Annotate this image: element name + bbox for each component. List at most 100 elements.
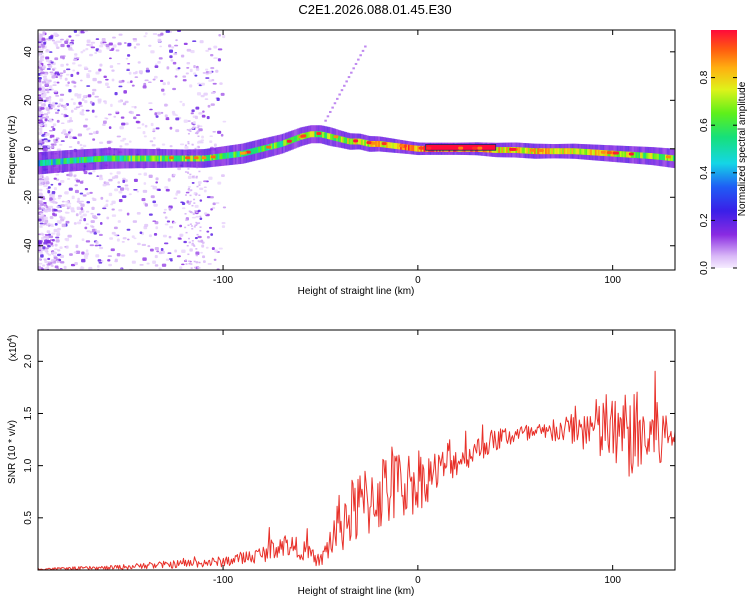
spectrogram-ridge-cell [671, 155, 674, 162]
spectrogram-ridge-cell [74, 157, 78, 164]
spectrogram-noise-speckle [120, 139, 125, 142]
spectrogram-noise-speckle [48, 205, 54, 209]
spectrogram-noise-speckle [58, 220, 62, 224]
spectrogram-noise-speckle [43, 184, 48, 188]
spectrogram-ridge-cell [640, 152, 643, 159]
spectrogram-noise-speckle [210, 103, 215, 106]
spectrogram-ridge-cell [560, 148, 564, 155]
spectrogram-noise-speckle [127, 62, 131, 65]
spectrogram-noise-speckle [191, 227, 194, 230]
spectrogram-noise-speckle [38, 109, 42, 112]
spectrogram-noise-speckle [44, 247, 49, 250]
spectrogram-ridge-cell [180, 155, 183, 162]
spectrogram-noise-speckle [212, 82, 217, 85]
spectrogram-noise-speckle [38, 240, 42, 244]
spectrogram-noise-speckle [53, 81, 57, 84]
spectrogram-noise-speckle [99, 141, 104, 144]
spectrogram-ridge-cell [364, 140, 367, 146]
spectrogram-noise-speckle [154, 264, 159, 267]
spectrogram-noise-speckle [111, 200, 116, 204]
spectrogram-ridge-cell [116, 155, 120, 162]
spectrogram-noise-speckle [64, 135, 69, 139]
spectrogram-ridge-cell [559, 148, 562, 155]
spectrogram-noise-speckle [45, 205, 49, 208]
spectrogram-noise-speckle [39, 251, 43, 255]
spectrogram-noise-speckle [152, 33, 158, 35]
spectrogram-ridge-cell [219, 153, 222, 160]
colorbar-label: Normalized spectral amplitude [737, 81, 748, 216]
spectrogram-noise-speckle [39, 212, 44, 215]
spectrogram-noise-speckle [38, 101, 42, 105]
spectrogram-noise-speckle [196, 233, 199, 236]
spectrogram-noise-speckle [197, 181, 202, 184]
spectrogram-ridge-cell [40, 160, 43, 166]
spectrogram-ridge-cell [657, 153, 660, 160]
spectrogram-ridge-cell [189, 155, 193, 162]
spectrogram-noise-speckle [94, 52, 98, 54]
spectrogram-noise-speckle [41, 219, 45, 223]
colorbar-tick-label: 0.4 [699, 165, 710, 179]
spectrogram-noise-speckle [169, 126, 173, 130]
spectrogram-noise-speckle [203, 92, 208, 96]
spectrogram-ridge-cell [133, 155, 137, 162]
spectrogram-noise-speckle [205, 77, 210, 79]
spectrogram-noise-speckle [208, 79, 213, 82]
spectrogram-noise-speckle [186, 48, 192, 52]
spectrogram-ridge-cell [618, 151, 621, 157]
spectrogram-noise-speckle [137, 61, 141, 64]
spectrogram-noise-speckle [188, 241, 191, 244]
spectrogram-ridge-cell [644, 152, 648, 159]
spectrogram-noise-speckle [76, 179, 81, 183]
spectrogram-noise-speckle [38, 45, 42, 49]
spectrogram-noise-speckle [199, 199, 203, 202]
spectrogram-noise-speckle [357, 58, 360, 61]
spectrogram-noise-speckle [173, 173, 176, 176]
spectrogram-noise-speckle [188, 210, 191, 213]
spectrogram-ridge-cell [376, 141, 380, 147]
spectrogram-noise-speckle [46, 88, 49, 92]
spectrogram-noise-speckle [92, 91, 95, 96]
spectrogram-noise-speckle [117, 100, 122, 103]
spectrogram-noise-speckle [122, 237, 127, 240]
spectrogram-noise-speckle [76, 71, 80, 75]
spectrogram-noise-speckle [97, 98, 102, 102]
spectrogram-noise-speckle [98, 49, 102, 53]
spectrogram-ridge-cell [361, 139, 364, 146]
spectrogram-noise-speckle [40, 203, 45, 207]
spectrogram-noise-speckle [38, 200, 43, 204]
spectrogram-noise-speckle [38, 127, 43, 130]
spectrogram-noise-speckle [144, 223, 149, 227]
colorbar: 0.0 0.2 0.4 0.6 0.8 Normalized spectral ampl… [699, 30, 748, 275]
spectrogram-noise-speckle [201, 135, 204, 139]
spectrogram-noise-speckle [191, 204, 194, 207]
spectrogram-noise-speckle [48, 65, 53, 68]
spectrogram-noise-speckle [135, 43, 141, 46]
spectrogram-noise-speckle [200, 251, 203, 254]
spectrogram-noise-speckle [187, 132, 190, 135]
spectrogram-noise-speckle [117, 181, 121, 184]
spectrogram-ridge-cell [649, 153, 653, 159]
spectrogram-noise-speckle [192, 175, 195, 178]
spectrogram-noise-speckle [106, 140, 111, 144]
spectrogram-noise-speckle [195, 224, 198, 226]
spectrogram-noise-speckle [172, 61, 177, 65]
spectrogram-noise-speckle [55, 137, 60, 140]
spectrogram-noise-speckle [153, 233, 158, 236]
spectrogram-ridge-cell [216, 153, 219, 160]
spectrogram-noise-speckle [186, 200, 190, 204]
spectrogram-noise-speckle [143, 135, 147, 138]
spectrogram-ridge-cell [49, 159, 53, 166]
spectrogram-ridge-cell [91, 156, 95, 163]
spectrogram-noise-speckle [197, 125, 200, 127]
spectrogram-noise-speckle [50, 183, 54, 186]
spectrogram-noise-speckle [94, 115, 98, 118]
spectrogram-noise-speckle [173, 197, 178, 200]
spectrogram-noise-speckle [184, 213, 187, 215]
spectrogram-noise-speckle [164, 216, 168, 219]
spectrogram-noise-speckle [205, 49, 210, 52]
spectrogram-noise-speckle [161, 88, 165, 92]
spectrogram-noise-speckle [204, 98, 209, 101]
spectrogram-noise-speckle [190, 112, 194, 115]
spectrogram-noise-speckle [39, 119, 43, 123]
spectrogram-noise-speckle [111, 208, 115, 211]
